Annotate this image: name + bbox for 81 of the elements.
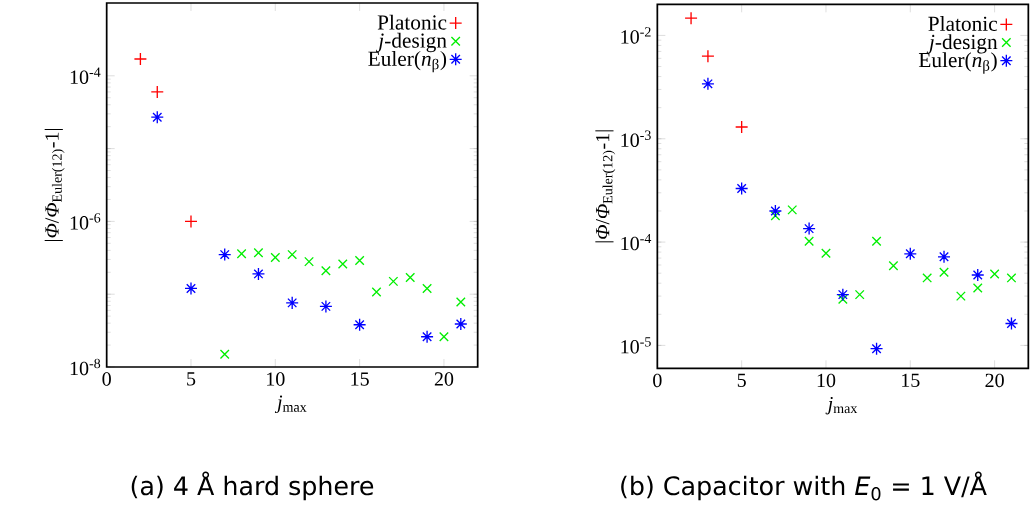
x-tick-label: 5 [187, 372, 196, 386]
y-tick-label: 10$^{-4}$ [70, 67, 101, 84]
point [371, 287, 382, 297]
point [770, 210, 781, 221]
point [420, 330, 434, 344]
y-axis-title: |Φ/Φ$_{Euler(12)}$-1| [595, 130, 616, 243]
x-tick-label: 20 [434, 372, 454, 386]
point [836, 287, 850, 302]
point [388, 276, 399, 287]
y-tick-label: 10$^{-4}$ [621, 233, 652, 251]
point [251, 267, 266, 281]
x-tick-label: 5 [737, 373, 746, 387]
point [150, 110, 164, 124]
x-tick-label: 15 [351, 372, 369, 386]
point [304, 256, 314, 267]
x-tick-label: 0 [102, 372, 111, 386]
legend-label: Platonic [928, 15, 998, 31]
point [734, 181, 749, 196]
point [439, 331, 449, 342]
x-tick-label: 10 [267, 372, 285, 386]
x-tick-label: 0 [653, 373, 662, 388]
point [701, 49, 715, 63]
point [319, 299, 333, 314]
point [837, 294, 848, 305]
text: (b) Capacitor with E$_{0}$ = 1 V/Å [621, 471, 987, 501]
point [922, 273, 933, 283]
x-tick-label: 20 [985, 373, 1004, 388]
x-axis-title: j$_{max}$ [825, 396, 858, 415]
point [184, 214, 198, 229]
point [802, 221, 816, 236]
point [804, 236, 815, 247]
x-tick-label: 10 [817, 373, 836, 388]
point [821, 248, 831, 259]
y-tick-label: 10$^{-8}$ [70, 358, 101, 376]
point [270, 252, 281, 263]
point [253, 247, 264, 258]
point [405, 272, 416, 283]
point [184, 281, 198, 296]
point [903, 247, 917, 261]
legend-label: j-design [376, 32, 447, 53]
text: (a) 4 Å hard sphere [131, 471, 374, 501]
point [150, 85, 164, 99]
point [939, 267, 949, 278]
legend-label: j-design [926, 34, 998, 54]
point [888, 260, 899, 271]
point [455, 297, 466, 307]
point [352, 318, 367, 332]
point [454, 317, 468, 331]
point [955, 291, 966, 302]
point [971, 268, 985, 282]
point [287, 249, 298, 260]
point [972, 283, 983, 293]
y-tick-label: 10$^{-5}$ [621, 337, 651, 354]
point [320, 265, 331, 276]
point [937, 250, 951, 264]
x-axis-title: j$_{max}$ [274, 395, 307, 414]
x-tick-label: 15 [902, 373, 920, 388]
point [684, 11, 698, 25]
point [1006, 273, 1017, 283]
point [869, 341, 884, 356]
point [354, 255, 365, 266]
point [422, 283, 432, 294]
y-tick-label: 10$^{-3}$ [621, 130, 651, 147]
point [854, 289, 865, 300]
point [1004, 316, 1019, 331]
point [871, 236, 882, 247]
point [236, 248, 247, 259]
y-tick-label: 10$^{-6}$ [70, 213, 101, 230]
legend-label: Platonic [377, 14, 447, 30]
point [768, 204, 783, 218]
point [734, 120, 749, 134]
point [219, 349, 230, 360]
point [218, 247, 232, 262]
point [133, 52, 148, 66]
point [337, 259, 348, 269]
point [701, 77, 715, 91]
point [787, 204, 798, 215]
y-axis-title: |Φ/Φ$_{Euler(12)}$-1| [44, 129, 65, 241]
point [285, 296, 299, 310]
y-tick-label: 10$^{-2}$ [621, 27, 651, 44]
point [989, 269, 1000, 280]
